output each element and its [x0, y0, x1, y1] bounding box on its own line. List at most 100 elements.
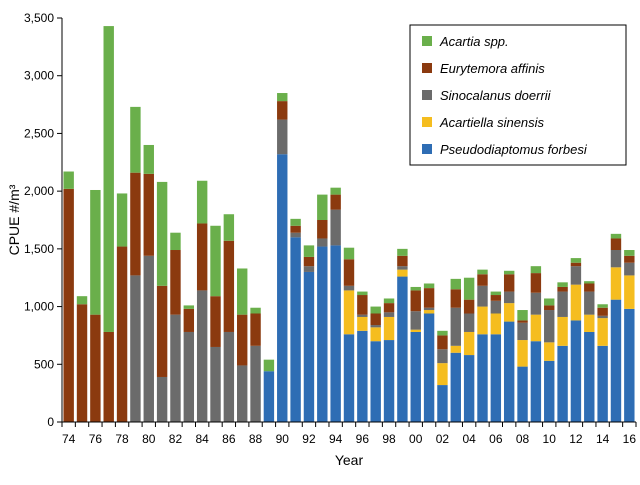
bar-segment [250, 313, 261, 346]
bar-segment [277, 154, 288, 422]
legend: Acartia spp. Eurytemora affinis Sinocalanu… [409, 24, 627, 166]
bar-segment [584, 283, 595, 292]
bar-segment [303, 266, 315, 272]
x-tick-label: 78 [115, 432, 129, 446]
bar-segment [370, 306, 381, 314]
bar-segment [503, 303, 515, 322]
bar-segment [223, 240, 235, 332]
bar-segment [383, 316, 395, 341]
bar-segment [357, 330, 368, 422]
bar-segment [210, 296, 221, 347]
x-axis-label: Year [335, 452, 364, 468]
bar-segment [156, 376, 168, 422]
bar-segment [463, 313, 475, 332]
bar-segment [450, 278, 461, 290]
x-tick-label: 04 [462, 432, 476, 446]
bar-segment [263, 371, 275, 422]
x-ticks: 74 76 78 80 82 84 86 88 90 92 94 96 98 00 02 04 06 08 10 12… [61, 422, 637, 446]
x-tick-label: 14 [596, 432, 610, 446]
x-tick-label: 02 [436, 432, 450, 446]
bar-segment [530, 292, 542, 315]
bar-segment [277, 93, 288, 102]
bar-segment [557, 291, 568, 317]
bar-segment [517, 310, 528, 321]
legend-swatch [422, 117, 432, 127]
axes-layer [61, 18, 636, 423]
x-tick-label: 98 [382, 432, 396, 446]
bar-segment [290, 218, 301, 226]
bar-segment [490, 291, 502, 296]
x-tick-label: 94 [329, 432, 343, 446]
bar-segment [397, 266, 408, 270]
bar-segment [317, 238, 328, 247]
bar-segment [544, 305, 555, 311]
x-tick-label: 88 [249, 432, 263, 446]
bar-segment [490, 334, 502, 422]
bar-segment [570, 262, 582, 267]
bar-segment [317, 246, 328, 422]
y-tick-label: 2,000 [24, 184, 54, 198]
y-tick-label: 1,000 [24, 300, 54, 314]
bar-segment [397, 269, 408, 277]
bar-segment [130, 106, 141, 173]
bar-segment [343, 285, 355, 291]
bar-segment [263, 359, 275, 372]
bar-segment [570, 258, 582, 263]
x-tick-label: 06 [489, 432, 503, 446]
x-tick-label: 84 [195, 432, 209, 446]
bar-segment [370, 325, 381, 328]
bar-segment [530, 273, 542, 293]
bar-segment [477, 285, 488, 307]
bar-segment [170, 314, 181, 422]
bar-segment [584, 291, 595, 315]
bar-segment [90, 314, 101, 422]
bar-segment [423, 283, 435, 289]
bar-segment [250, 345, 261, 422]
bar-segment [250, 307, 261, 314]
x-tick-label: 90 [276, 432, 290, 446]
bar-segment [557, 286, 568, 292]
legend-label: Acartiella sinensis [439, 115, 545, 130]
legend-label: Pseudodiaptomus forbesi [440, 142, 588, 157]
bar-segment [477, 306, 488, 335]
bar-segment [156, 285, 168, 377]
y-tick-label: 0 [47, 415, 54, 429]
x-tick-label: 86 [222, 432, 236, 446]
bar-segment [397, 248, 408, 256]
bar-segment [343, 334, 355, 422]
bar-segment [610, 250, 622, 268]
bar-segment [196, 223, 208, 291]
bar-segment [317, 194, 328, 220]
legend-swatch [422, 36, 432, 46]
x-tick-label: 10 [543, 432, 557, 446]
y-axis-label: CPUE #/m³ [6, 184, 22, 255]
bar-segment [610, 299, 622, 422]
bar-segment [450, 352, 461, 422]
bar-segment [143, 144, 154, 174]
bar-segment [290, 232, 301, 238]
bar-segment [490, 295, 502, 301]
y-tick-label: 3,000 [24, 69, 54, 83]
bar-segment [437, 349, 448, 364]
bar-segment [517, 340, 528, 367]
bar-segment [183, 305, 195, 309]
bar-segment [544, 298, 555, 306]
bar-segment [570, 266, 582, 285]
legend-label: Acartia spp. [439, 34, 509, 49]
bar-segment [383, 303, 395, 313]
bar-segment [343, 247, 355, 260]
bar-segment [290, 237, 301, 422]
bar-segment [437, 335, 448, 350]
bar-segment [223, 331, 235, 422]
bar-segment [343, 290, 355, 335]
bar-segment [423, 310, 435, 314]
bar-segment [423, 307, 435, 311]
bar-segment [490, 313, 502, 335]
bar-segment [610, 233, 622, 239]
legend-swatch [422, 90, 432, 100]
bar-segment [490, 300, 502, 314]
bar-segment [410, 286, 421, 291]
bars-layer [63, 26, 635, 422]
bar-segment [584, 314, 595, 332]
